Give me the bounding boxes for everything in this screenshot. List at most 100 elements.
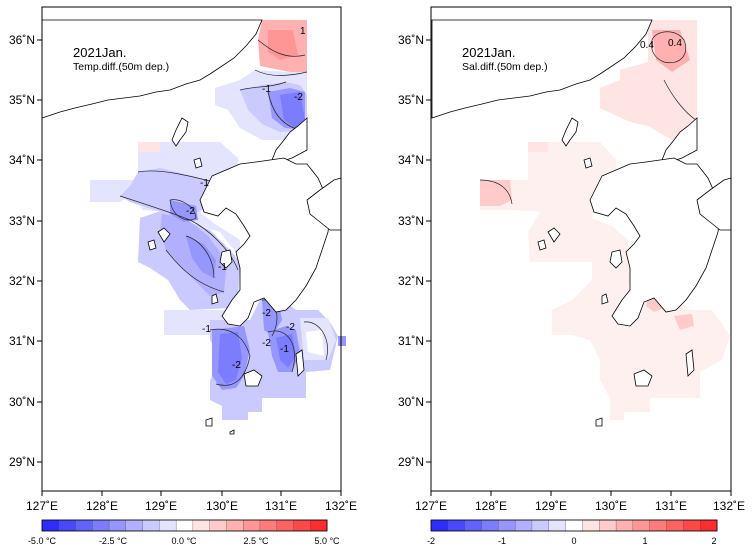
contour-label: -1 [280,344,289,355]
lat-label: 33˚N [9,214,35,228]
temp-contour-labels: -1 -2 1 -1 -2 -1 -1 -2 -1 -2 -2 -2 [186,26,306,371]
lon-label: 132˚E [713,499,745,513]
contour-label: -2 [294,92,303,103]
colorbar-swatch [464,519,482,532]
colorbar-swatch [531,519,550,532]
lat-label: 32˚N [9,274,35,288]
colorbar-swatch [142,519,160,532]
colorbar-swatch [293,519,311,532]
lat-label: 31˚N [9,334,35,348]
lon-label: 130˚E [595,499,627,513]
colorbar-label: 0 [571,536,576,546]
sal-coastline [431,19,732,427]
lat-label: 36˚N [9,33,35,47]
contour-label: 0.4 [668,38,682,49]
colorbar-swatch [276,519,294,532]
colorbar-swatch [599,519,617,532]
lat-label: 34˚N [9,153,35,167]
colorbar-swatch [649,519,667,532]
temp-map-subtitle: Temp.diff.(50m dep.) [73,61,169,73]
sal-map: 0.4 0.4 127˚E 128˚E 129˚E 130˚E 131˚E 13… [398,6,745,546]
contour-label: -2 [262,338,271,349]
lat-label: 33˚N [398,214,424,228]
contour-label: -2 [262,308,271,319]
lon-label: 132˚E [325,499,357,513]
colorbar-swatch [632,519,651,532]
lat-label: 36˚N [398,33,424,47]
lat-label: 30˚N [398,395,424,409]
temp-ticks [37,39,342,496]
lon-label: 129˚E [145,499,177,513]
colorbar-label: 2.5 °C [243,536,269,546]
sal-ticks [426,39,732,496]
temp-coastline [41,19,342,435]
colorbar-swatch [615,519,634,532]
colorbar-label: 2 [711,536,716,546]
colorbar-label: -2 [427,536,435,546]
colorbar-label: 0.0 °C [171,536,197,546]
lat-label: 30˚N [9,395,35,409]
colorbar-swatch [159,519,177,532]
contour-label: -1 [262,84,271,95]
contour-label: -1 [218,262,227,273]
colorbar-swatch [582,519,600,532]
colorbar-swatch [41,519,60,532]
colorbar-swatch [209,519,227,532]
lat-label: 34˚N [398,153,424,167]
colorbar-swatch [683,519,701,532]
temp-colorbar-swatches [41,519,328,532]
temp-colorbar: -5.0 °C -2.5 °C 0.0 °C 2.5 °C 5.0 °C [28,519,340,546]
sal-contour-labels: 0.4 0.4 [640,38,682,51]
lat-label: 35˚N [398,93,424,107]
colorbar-label: -1 [498,536,506,546]
colorbar-swatch [226,519,244,532]
colorbar-swatch [481,519,499,532]
sal-contours [479,31,697,205]
lat-label: 31˚N [398,334,424,348]
colorbar-swatch [430,519,449,532]
contour-label: -2 [186,206,195,217]
colorbar-swatch [259,519,278,532]
contour-label: -1 [202,324,211,335]
colorbar-swatch [58,519,76,532]
colorbar-label: -5.0 °C [28,536,57,546]
colorbar-swatch [75,519,93,532]
sal-colorbar: -2 -1 0 1 2 [427,519,718,546]
colorbar-swatch [447,519,466,532]
sal-map-subtitle: Sal.diff.(50m dep.) [462,61,548,73]
colorbar-swatch [310,519,328,532]
contour-label: -1 [200,178,209,189]
lon-label: 127˚E [415,499,447,513]
colorbar-label: 5.0 °C [314,536,340,546]
contour-label: -2 [232,360,241,371]
colorbar-swatch [175,519,194,532]
sal-colorbar-swatches [430,519,718,532]
sal-map-title: 2021Jan. [462,45,516,60]
lon-label: 130˚E [206,499,238,513]
lon-label: 131˚E [265,499,297,513]
colorbar-swatch [243,519,261,532]
colorbar-swatch [192,519,211,532]
lon-label: 131˚E [655,499,687,513]
lon-label: 127˚E [26,499,58,513]
colorbar-swatch [92,519,110,532]
colorbar-swatch [700,519,718,532]
lat-label: 35˚N [9,93,35,107]
colorbar-label: -2.5 °C [99,536,128,546]
lon-label: 128˚E [86,499,118,513]
colorbar-swatch [514,519,533,532]
colorbar-swatch [498,519,516,532]
temp-map: -1 -2 1 -1 -2 -1 -1 -2 -1 -2 -2 -2 127˚E [9,6,357,546]
colorbar-swatch [548,519,567,532]
colorbar-swatch [666,519,684,532]
colorbar-swatch [125,519,144,532]
colorbar-swatch [565,519,583,532]
lon-label: 128˚E [475,499,507,513]
contour-label: 1 [300,26,306,37]
temp-map-frame [41,6,342,492]
colorbar-swatch [108,519,127,532]
lon-label: 129˚E [535,499,567,513]
lat-label: 29˚N [398,455,424,469]
lat-label: 32˚N [398,274,424,288]
